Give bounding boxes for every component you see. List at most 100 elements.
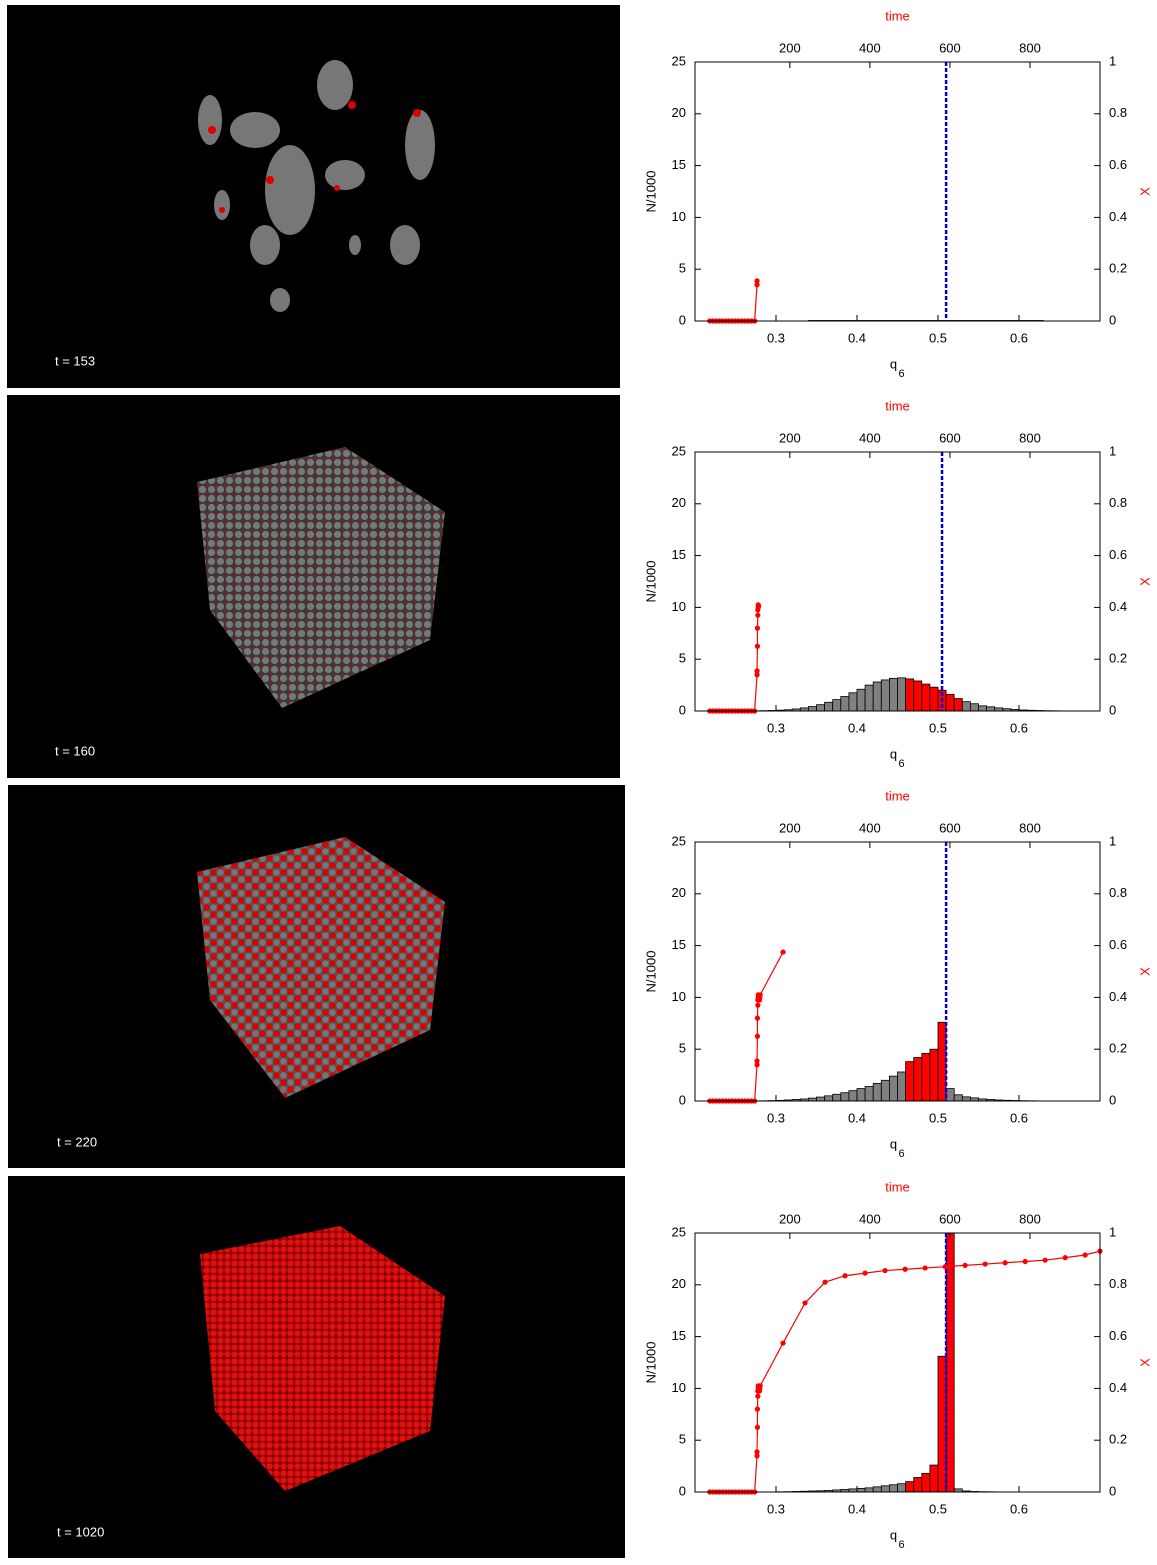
x-line: [710, 281, 757, 321]
snapshot-label: t = 220: [57, 1134, 97, 1149]
bar: [881, 1486, 889, 1492]
x-point: [754, 1058, 759, 1063]
x-point: [780, 1340, 785, 1345]
x-tick-label: 0.4: [848, 330, 866, 345]
bar: [873, 682, 881, 711]
x2-tick-label: 800: [1019, 40, 1041, 55]
bar: [922, 684, 930, 711]
y-axis-title: N/1000: [643, 561, 658, 603]
x-point: [755, 626, 760, 631]
bar: [962, 702, 970, 711]
bar: [889, 1076, 897, 1101]
x-axis-title: q: [890, 1136, 897, 1151]
y-tick-label: 15: [672, 157, 686, 172]
x2-tick-label: 800: [1019, 430, 1041, 445]
x2-tick-label: 400: [859, 430, 881, 445]
y2-axis-title: X: [1137, 1358, 1152, 1367]
y-tick-label: 25: [672, 1224, 686, 1239]
bar: [833, 700, 841, 711]
y2-tick-label: 0.6: [1109, 157, 1127, 172]
bar: [906, 1062, 914, 1101]
x2-tick-label: 600: [939, 820, 961, 835]
x-point: [755, 1425, 760, 1430]
bar: [817, 705, 825, 711]
bar: [889, 678, 897, 711]
x-tick-label: 0.3: [767, 330, 785, 345]
x-axis-title-sub: 6: [898, 368, 904, 380]
y2-axis-title: X: [1137, 577, 1152, 586]
x-point: [923, 1265, 928, 1270]
y-tick-label: 15: [672, 937, 686, 952]
bar: [881, 1080, 889, 1101]
y-tick-label: 10: [672, 599, 686, 614]
bar: [833, 1094, 841, 1101]
x-point: [1083, 1252, 1088, 1257]
y-tick-label: 5: [679, 651, 686, 666]
bar: [865, 1086, 873, 1101]
y-tick-label: 10: [672, 989, 686, 1004]
bar: [898, 1072, 906, 1101]
x-point: [1023, 1259, 1028, 1264]
x2-tick-label: 400: [859, 820, 881, 835]
x-tick-label: 0.3: [767, 1110, 785, 1125]
snapshot-label: t = 1020: [57, 1524, 104, 1539]
bar: [930, 687, 938, 711]
x-line: [710, 605, 759, 711]
x-point: [822, 1280, 827, 1285]
x-axis-title-sub: 6: [898, 758, 904, 770]
x-tick-label: 0.4: [848, 1110, 866, 1125]
x-tick-label: 0.6: [1010, 1110, 1028, 1125]
bar: [906, 1482, 914, 1492]
y-tick-label: 5: [679, 1041, 686, 1056]
bar: [857, 689, 865, 711]
bar: [873, 1487, 881, 1492]
y2-tick-label: 0.2: [1109, 261, 1127, 276]
bar: [970, 704, 978, 711]
y-tick-label: 20: [672, 1276, 686, 1291]
y2-tick-label: 0.2: [1109, 651, 1127, 666]
bar: [962, 1097, 970, 1101]
x-tick-label: 0.3: [767, 720, 785, 735]
bar: [898, 678, 906, 711]
x-point: [755, 1016, 760, 1021]
y-axis-title: N/1000: [643, 171, 658, 213]
y-tick-label: 25: [672, 443, 686, 458]
y-tick-label: 5: [679, 261, 686, 276]
bar: [825, 1096, 833, 1101]
y-tick-label: 0: [679, 1092, 686, 1107]
y2-tick-label: 1: [1109, 833, 1116, 848]
bar: [865, 685, 873, 711]
bar: [841, 696, 849, 711]
y2-tick-label: 0.2: [1109, 1432, 1127, 1447]
y-tick-label: 10: [672, 1380, 686, 1395]
x-tick-label: 0.6: [1010, 720, 1028, 735]
y-tick-label: 20: [672, 105, 686, 120]
y2-tick-label: 0.2: [1109, 1041, 1127, 1056]
bar: [954, 699, 962, 711]
y2-tick-label: 0.8: [1109, 1276, 1127, 1291]
bar: [922, 1473, 930, 1492]
x-point: [755, 1034, 760, 1039]
y2-tick-label: 0: [1109, 1483, 1116, 1498]
x-point: [755, 1394, 760, 1399]
bar: [849, 693, 857, 711]
bar: [914, 1057, 922, 1101]
bar: [906, 679, 914, 711]
bar: [954, 1095, 962, 1101]
x-point: [842, 1273, 847, 1278]
bar: [987, 707, 995, 711]
snapshot-panel: [8, 1176, 625, 1558]
y2-tick-label: 1: [1109, 53, 1116, 68]
x2-axis-title: time: [885, 398, 910, 413]
x2-tick-label: 800: [1019, 1211, 1041, 1226]
x2-tick-label: 400: [859, 40, 881, 55]
y-tick-label: 20: [672, 495, 686, 510]
x2-tick-label: 600: [939, 40, 961, 55]
x-point: [756, 604, 761, 609]
bar: [825, 702, 833, 711]
